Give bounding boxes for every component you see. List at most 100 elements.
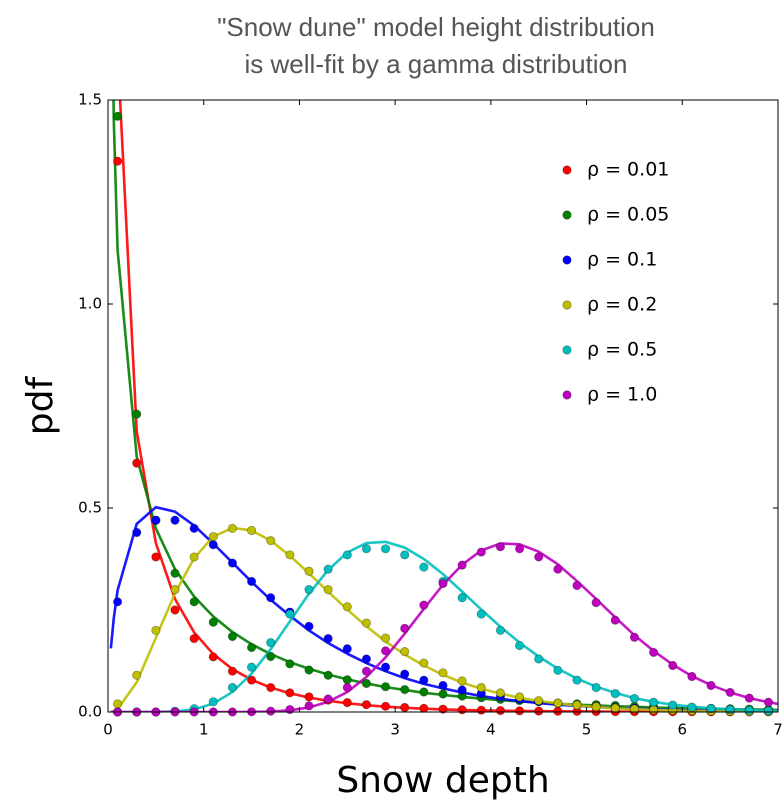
data-point xyxy=(610,689,620,699)
x-tick-label: 5 xyxy=(582,721,592,739)
data-point xyxy=(457,705,467,715)
legend-marker xyxy=(562,255,572,265)
data-point xyxy=(304,566,314,576)
data-point xyxy=(438,578,448,589)
data-point xyxy=(400,702,410,713)
legend-label: ρ = 0.1 xyxy=(587,249,657,271)
data-point xyxy=(572,580,582,591)
data-point xyxy=(304,584,314,595)
x-tick-label: 0 xyxy=(103,721,113,739)
data-point xyxy=(285,659,295,669)
data-point xyxy=(304,701,314,711)
fit-lines xyxy=(109,100,778,712)
data-point xyxy=(266,536,276,546)
axes: 0 1 2 3 4 5 6 7 0.0 0.5 1.0 1.5 xyxy=(78,91,782,739)
data-point xyxy=(438,668,448,678)
data-point xyxy=(380,662,391,672)
data-point xyxy=(361,666,372,676)
data-point xyxy=(189,597,199,607)
data-point xyxy=(476,705,486,715)
legend: ρ = 0.01 ρ = 0.05 ρ = 0.1 ρ = 0.2 ρ = 0.5 ρ =… xyxy=(562,159,669,406)
data-point xyxy=(534,552,544,562)
data-point xyxy=(744,705,754,715)
data-point xyxy=(151,625,161,636)
data-point xyxy=(725,687,735,698)
data-point xyxy=(687,671,697,682)
legend-marker xyxy=(562,165,572,175)
x-tick-label: 6 xyxy=(678,721,688,739)
chart-title: is well-fit by a gamma distribution xyxy=(245,49,628,79)
data-point xyxy=(170,568,180,578)
data-point xyxy=(380,633,391,643)
data-point xyxy=(266,593,276,603)
data-point xyxy=(380,544,391,554)
data-point xyxy=(208,531,218,542)
data-point xyxy=(514,692,525,702)
legend-label: ρ = 0.05 xyxy=(587,204,669,226)
data-point xyxy=(246,662,257,672)
data-point xyxy=(687,702,697,712)
data-point xyxy=(304,621,314,631)
data-point xyxy=(170,584,180,595)
data-point xyxy=(285,550,295,560)
data-point xyxy=(495,542,506,552)
legend-label: ρ = 0.5 xyxy=(587,339,657,361)
y-tick-label: 1.0 xyxy=(78,295,102,313)
data-point xyxy=(227,523,238,534)
data-point xyxy=(591,682,601,693)
data-point xyxy=(514,640,525,651)
chart-title: "Snow dune" model height distribution xyxy=(217,12,655,42)
x-tick-label: 1 xyxy=(199,721,209,739)
data-point xyxy=(170,515,180,525)
data-point xyxy=(208,697,218,707)
data-point xyxy=(572,675,582,685)
y-axis-label: pdf xyxy=(20,375,61,435)
data-point xyxy=(668,660,678,671)
fit-line xyxy=(110,542,778,712)
data-point xyxy=(304,665,314,675)
data-point xyxy=(342,675,352,685)
data-point xyxy=(208,617,218,627)
data-point xyxy=(610,703,620,713)
data-point xyxy=(380,682,391,692)
data-point xyxy=(706,703,716,714)
data-point xyxy=(419,600,429,610)
data-point xyxy=(400,684,410,695)
data-point xyxy=(342,550,352,560)
data-point xyxy=(438,680,448,691)
x-tick-label: 2 xyxy=(295,721,305,739)
data-point xyxy=(285,609,295,619)
data-point xyxy=(112,699,123,709)
data-point xyxy=(132,458,142,468)
data-point xyxy=(342,602,352,612)
data-point xyxy=(419,658,429,668)
data-point xyxy=(361,678,372,689)
data-point xyxy=(476,547,486,557)
data-point xyxy=(534,706,544,716)
data-point xyxy=(304,692,314,702)
data-point xyxy=(476,609,486,619)
data-point xyxy=(457,685,467,695)
data-point xyxy=(189,523,199,534)
data-point xyxy=(400,550,410,560)
x-tick-label: 4 xyxy=(486,721,496,739)
data-point xyxy=(476,682,486,693)
data-point xyxy=(419,675,429,685)
data-point xyxy=(323,670,333,680)
legend-label: ρ = 0.2 xyxy=(587,294,657,316)
data-point xyxy=(553,665,563,675)
data-point xyxy=(763,697,774,707)
data-point xyxy=(629,693,640,704)
y-tick-label: 0.5 xyxy=(78,499,102,517)
data-point xyxy=(189,552,199,562)
x-tick-label: 7 xyxy=(773,721,782,739)
data-point xyxy=(648,647,659,658)
data-point xyxy=(266,682,276,693)
data-point xyxy=(706,680,716,691)
data-point xyxy=(361,700,372,710)
data-point xyxy=(438,689,448,699)
plot-frame xyxy=(107,99,779,713)
data-point xyxy=(668,700,678,710)
data-point xyxy=(227,666,238,676)
